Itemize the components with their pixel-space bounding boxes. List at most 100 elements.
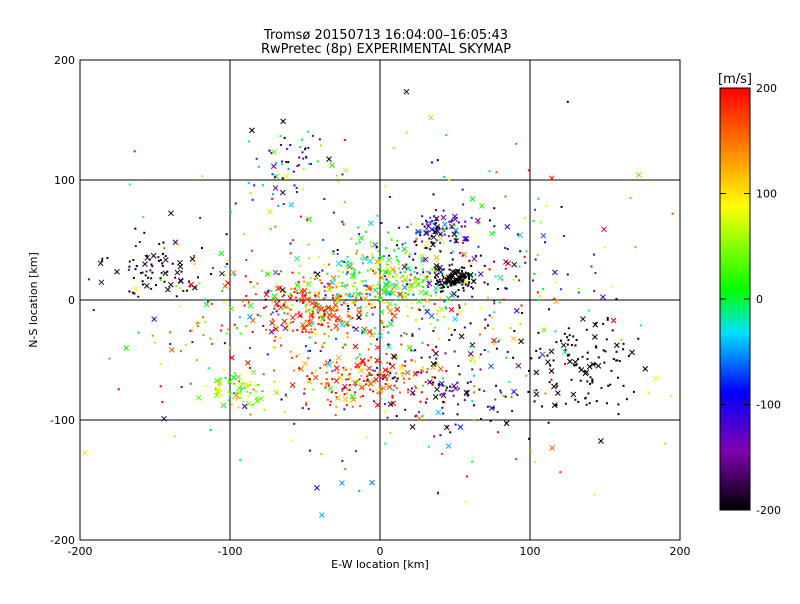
data-point-cross <box>368 301 375 308</box>
data-point-dot <box>385 352 388 355</box>
data-point-dot <box>220 324 223 327</box>
data-point-cross <box>373 376 379 383</box>
data-point-cross <box>591 334 598 340</box>
data-point-dot <box>169 331 172 334</box>
data-point-cross <box>418 289 425 296</box>
data-point-dot <box>458 251 461 254</box>
data-point-dot <box>431 376 434 379</box>
data-point-dot <box>366 285 369 288</box>
data-point-cross <box>281 318 288 325</box>
data-point-dot <box>465 475 468 478</box>
data-point-dot <box>486 296 489 299</box>
data-point-dot <box>493 207 496 210</box>
data-point-dot <box>346 271 349 274</box>
data-point-dot <box>283 305 286 308</box>
data-point-dot <box>441 227 444 230</box>
data-point-dot <box>236 326 239 329</box>
data-point-dot <box>632 390 635 393</box>
data-point-dot <box>556 385 559 388</box>
data-point-dot <box>150 277 153 280</box>
data-point-dot <box>395 279 398 282</box>
data-point-dot <box>302 280 305 283</box>
data-point-dot <box>425 397 428 400</box>
data-point-dot <box>289 350 292 353</box>
data-point-dot <box>378 281 381 284</box>
data-point-dot <box>351 405 354 408</box>
data-point-dot <box>280 270 283 273</box>
data-point-dot <box>270 289 273 292</box>
data-point-dot <box>430 268 433 271</box>
data-point-dot <box>365 284 368 287</box>
data-point-dot <box>189 382 192 385</box>
data-point-dot <box>594 345 597 348</box>
data-point-dot <box>273 339 276 342</box>
data-point-dot <box>383 283 386 286</box>
data-point-dot <box>239 393 242 396</box>
data-point-dot <box>393 249 396 252</box>
data-point-dot <box>509 327 512 330</box>
data-point-dot <box>611 329 614 332</box>
data-point-dot <box>238 396 241 399</box>
data-point-dot <box>368 372 371 375</box>
data-point-dot <box>360 305 363 308</box>
data-point-dot <box>292 170 295 173</box>
data-point-cross <box>455 274 462 281</box>
data-point-dot <box>457 364 460 367</box>
data-point-dot <box>422 271 425 274</box>
data-point-cross <box>652 375 659 382</box>
data-point-dot <box>544 392 547 395</box>
data-point-dot <box>389 372 392 375</box>
data-point-dot <box>519 250 522 253</box>
data-point-cross <box>294 255 300 262</box>
data-point-dot <box>279 135 282 138</box>
data-point-cross <box>374 344 381 351</box>
data-point-cross <box>478 203 485 209</box>
data-point-dot <box>376 214 379 217</box>
data-point-dot <box>387 231 390 234</box>
data-point-cross <box>326 312 333 318</box>
data-point-dot <box>381 275 384 278</box>
data-point-dot <box>574 398 577 401</box>
data-point-dot <box>410 359 413 362</box>
data-point-dot <box>535 349 538 352</box>
data-point-dot <box>324 296 327 299</box>
data-point-dot <box>290 439 293 442</box>
data-point-cross <box>327 385 334 392</box>
data-point-dot <box>141 283 144 286</box>
data-point-dot <box>647 391 650 394</box>
data-point-dot <box>145 270 148 273</box>
data-point-dot <box>664 442 667 445</box>
data-point-dot <box>347 378 350 381</box>
data-point-dot <box>349 368 352 371</box>
data-point-dot <box>479 307 482 310</box>
data-point-dot <box>504 287 507 290</box>
data-point-cross <box>553 298 559 305</box>
data-point-dot <box>430 161 433 164</box>
data-point-dot <box>345 392 348 395</box>
data-point-cross <box>457 424 464 430</box>
data-point-dot <box>404 360 407 363</box>
data-point-dot <box>298 367 301 370</box>
data-point-dot <box>354 286 357 289</box>
data-point-cross <box>570 391 577 398</box>
data-point-dot <box>277 313 280 316</box>
data-point-dot <box>410 349 413 352</box>
data-point-cross <box>228 354 235 361</box>
data-point-dot <box>236 385 239 388</box>
data-point-dot <box>443 230 446 233</box>
data-point-dot <box>392 389 395 392</box>
data-point-dot <box>198 282 201 285</box>
data-point-dot <box>458 373 461 376</box>
data-point-dot <box>414 252 417 255</box>
data-point-dot <box>340 303 343 306</box>
data-point-dot <box>493 225 496 228</box>
data-point-dot <box>538 356 541 359</box>
data-point-dot <box>432 193 435 196</box>
data-point-dot <box>340 264 343 267</box>
data-point-cross <box>335 354 342 361</box>
data-point-dot <box>323 285 326 288</box>
data-point-dot <box>298 289 301 292</box>
data-point-dot <box>198 322 201 325</box>
data-point-dot <box>289 252 292 255</box>
chart-title-line2: RwPretec (8p) EXPERIMENTAL SKYMAP <box>261 42 511 57</box>
